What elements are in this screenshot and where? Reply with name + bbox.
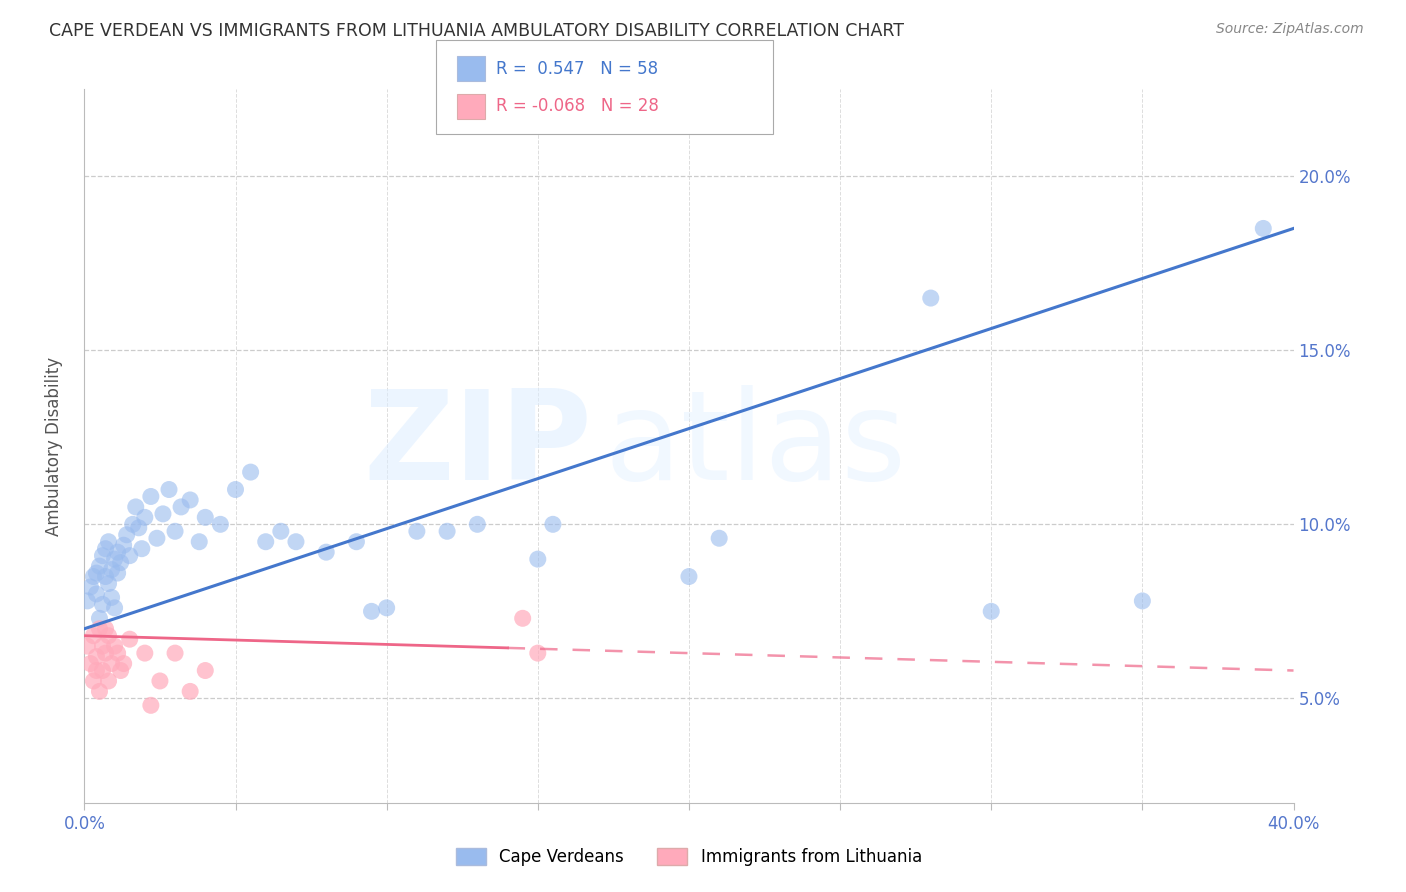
Text: atlas: atlas	[605, 385, 907, 507]
Point	[86, 664, 108, 678]
Point	[134, 646, 156, 660]
Point	[104, 552, 127, 566]
Point	[270, 524, 292, 539]
Point	[152, 507, 174, 521]
Point	[1130, 594, 1153, 608]
Point	[79, 657, 101, 671]
Y-axis label: Ambulatory Disability: Ambulatory Disability	[45, 357, 63, 535]
Point	[118, 632, 141, 647]
Point	[125, 500, 148, 514]
Point	[315, 545, 337, 559]
Point	[157, 483, 180, 497]
Point	[375, 600, 398, 615]
Point	[118, 549, 141, 563]
Text: CAPE VERDEAN VS IMMIGRANTS FROM LITHUANIA AMBULATORY DISABILITY CORRELATION CHAR: CAPE VERDEAN VS IMMIGRANTS FROM LITHUANI…	[49, 22, 904, 40]
Text: R = -0.068   N = 28: R = -0.068 N = 28	[496, 97, 659, 115]
Point	[709, 531, 731, 545]
Point	[527, 552, 550, 566]
Point	[467, 517, 489, 532]
Point	[82, 569, 104, 583]
Point	[97, 576, 120, 591]
Legend: Cape Verdeans, Immigrants from Lithuania: Cape Verdeans, Immigrants from Lithuania	[450, 841, 928, 873]
Point	[107, 646, 129, 660]
Point	[82, 673, 104, 688]
Point	[100, 591, 122, 605]
Point	[436, 524, 458, 539]
Point	[110, 556, 132, 570]
Point	[97, 534, 120, 549]
Point	[110, 664, 132, 678]
Point	[94, 541, 117, 556]
Point	[97, 629, 120, 643]
Point	[254, 534, 277, 549]
Point	[121, 517, 143, 532]
Text: Source: ZipAtlas.com: Source: ZipAtlas.com	[1216, 22, 1364, 37]
Point	[346, 534, 368, 549]
Point	[194, 510, 217, 524]
Point	[188, 534, 211, 549]
Point	[541, 517, 564, 532]
Point	[146, 531, 169, 545]
Point	[678, 569, 700, 583]
Point	[97, 673, 120, 688]
Point	[86, 566, 108, 580]
Point	[134, 510, 156, 524]
Point	[165, 524, 187, 539]
Point	[76, 639, 98, 653]
Point	[194, 664, 217, 678]
Point	[1253, 221, 1275, 235]
Point	[94, 622, 117, 636]
Point	[112, 657, 135, 671]
Point	[100, 563, 122, 577]
Point	[100, 657, 122, 671]
Point	[82, 629, 104, 643]
Point	[86, 649, 108, 664]
Point	[980, 604, 1002, 618]
Point	[94, 646, 117, 660]
Point	[139, 698, 162, 713]
Point	[285, 534, 308, 549]
Point	[149, 673, 172, 688]
Point	[104, 639, 127, 653]
Point	[76, 594, 98, 608]
Point	[94, 569, 117, 583]
Point	[115, 528, 138, 542]
Point	[91, 549, 114, 563]
Point	[89, 559, 111, 574]
Point	[89, 611, 111, 625]
Text: ZIP: ZIP	[364, 385, 592, 507]
Point	[179, 492, 201, 507]
Point	[91, 664, 114, 678]
Point	[131, 541, 153, 556]
Point	[406, 524, 429, 539]
Point	[104, 600, 127, 615]
Point	[107, 545, 129, 559]
Point	[79, 580, 101, 594]
Point	[239, 465, 262, 479]
Point	[139, 490, 162, 504]
Point	[209, 517, 232, 532]
Point	[360, 604, 382, 618]
Point	[86, 587, 108, 601]
Point	[89, 684, 111, 698]
Point	[225, 483, 247, 497]
Point	[89, 622, 111, 636]
Point	[128, 521, 150, 535]
Point	[920, 291, 942, 305]
Point	[91, 639, 114, 653]
Point	[170, 500, 193, 514]
Point	[527, 646, 550, 660]
Point	[165, 646, 187, 660]
Text: R =  0.547   N = 58: R = 0.547 N = 58	[496, 60, 658, 78]
Point	[91, 598, 114, 612]
Point	[512, 611, 534, 625]
Point	[107, 566, 129, 580]
Point	[112, 538, 135, 552]
Point	[179, 684, 201, 698]
